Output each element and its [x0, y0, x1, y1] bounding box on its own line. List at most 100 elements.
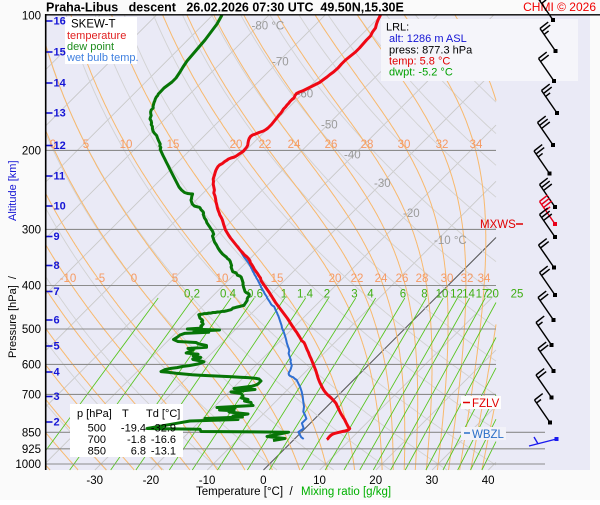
svg-text:5: 5 [83, 139, 89, 151]
svg-text:30: 30 [398, 139, 411, 151]
svg-text:-19.4: -19.4 [121, 423, 146, 435]
svg-text:-10 °C: -10 °C [434, 235, 467, 247]
svg-text:0.6: 0.6 [247, 289, 263, 301]
svg-text:-40: -40 [344, 150, 361, 162]
svg-text:12: 12 [450, 289, 463, 301]
svg-text:-10: -10 [199, 475, 216, 487]
svg-text:-32.9: -32.9 [151, 423, 176, 435]
svg-text:16: 16 [54, 16, 66, 28]
svg-text:15: 15 [54, 47, 66, 59]
svg-text:22: 22 [259, 139, 272, 151]
svg-text:40: 40 [482, 475, 495, 487]
svg-text:-16.6: -16.6 [151, 434, 176, 446]
svg-text:Altitude [km]: Altitude [km] [7, 160, 19, 221]
svg-text:20: 20 [329, 273, 342, 285]
svg-text:34: 34 [470, 139, 483, 151]
svg-text:20: 20 [486, 289, 499, 301]
svg-text:-5: -5 [95, 273, 105, 285]
svg-text:10: 10 [436, 289, 449, 301]
svg-text:dwpt: -5.2 °C: dwpt: -5.2 °C [386, 67, 453, 79]
svg-text:press: 877.3 hPa: press: 877.3 hPa [386, 45, 473, 57]
svg-text:SKEW-T: SKEW-T [71, 19, 116, 31]
svg-text:17: 17 [476, 289, 489, 301]
svg-text:200: 200 [22, 145, 41, 157]
svg-text:wet bulb temp.: wet bulb temp. [66, 52, 139, 64]
svg-text:30: 30 [441, 273, 454, 285]
svg-text:34: 34 [478, 273, 491, 285]
svg-text:2: 2 [324, 289, 330, 301]
svg-text:14: 14 [462, 289, 475, 301]
svg-text:22: 22 [351, 273, 364, 285]
svg-text:T: T [122, 408, 129, 420]
svg-text:25: 25 [511, 289, 524, 301]
svg-text:p [hPa]: p [hPa] [77, 408, 112, 420]
svg-text:6: 6 [400, 289, 406, 301]
svg-text:-1.8: -1.8 [127, 434, 146, 446]
svg-text:400: 400 [22, 281, 41, 293]
svg-text:10: 10 [216, 273, 229, 285]
svg-text:28: 28 [416, 273, 429, 285]
svg-text:15: 15 [167, 139, 180, 151]
svg-text:-20: -20 [403, 208, 420, 220]
svg-text:LRL:: LRL: [386, 22, 409, 34]
svg-text:10: 10 [54, 201, 66, 213]
svg-text:0: 0 [50, 139, 56, 151]
svg-text:700: 700 [22, 389, 41, 401]
svg-text:Td [°C]: Td [°C] [146, 408, 180, 420]
svg-text:10: 10 [313, 475, 326, 487]
svg-text:4: 4 [54, 367, 61, 379]
svg-text:8: 8 [54, 260, 60, 272]
svg-text:26: 26 [396, 273, 409, 285]
svg-text:-30: -30 [374, 178, 391, 190]
svg-text:-13.1: -13.1 [151, 446, 176, 458]
svg-text:-20: -20 [143, 475, 160, 487]
svg-text:FZLV: FZLV [472, 398, 500, 410]
svg-text:500: 500 [88, 423, 106, 435]
svg-text:10: 10 [120, 139, 133, 151]
svg-text:11: 11 [54, 171, 66, 183]
svg-text:temp: 5.8 °C: temp: 5.8 °C [386, 56, 450, 68]
svg-text:0.4: 0.4 [220, 289, 237, 301]
svg-text:1: 1 [281, 289, 287, 301]
svg-text:9: 9 [54, 231, 60, 243]
svg-text:1000: 1000 [15, 459, 41, 471]
svg-text:-30: -30 [86, 475, 103, 487]
svg-text:925: 925 [22, 444, 41, 456]
svg-text:5: 5 [172, 273, 178, 285]
svg-text:WBZL: WBZL [472, 429, 505, 441]
svg-text:2: 2 [54, 417, 60, 429]
svg-text:-80 °C: -80 °C [252, 21, 285, 33]
svg-text:-50: -50 [321, 120, 338, 132]
svg-text:Pressure [hPa] /: Pressure [hPa] / [7, 275, 19, 358]
svg-text:7: 7 [54, 286, 60, 298]
svg-text:20: 20 [230, 139, 243, 151]
svg-text:-10: -10 [60, 273, 77, 285]
svg-text:CHMI © 2026: CHMI © 2026 [523, 0, 596, 14]
svg-text:24: 24 [288, 139, 301, 151]
svg-text:300: 300 [22, 224, 41, 236]
svg-text:Praha-Libus descent 26.02.: Praha-Libus descent 26.02.2026 07:30 UTC… [46, 1, 404, 15]
svg-text:500: 500 [22, 324, 41, 336]
svg-text:12: 12 [54, 140, 66, 152]
svg-text:0.2: 0.2 [184, 289, 200, 301]
svg-text:100: 100 [22, 10, 41, 22]
svg-text:32: 32 [436, 139, 449, 151]
svg-text:MXWS: MXWS [480, 219, 516, 231]
svg-text:alt: 1286 m ASL: alt: 1286 m ASL [386, 33, 467, 45]
svg-text:850: 850 [88, 446, 106, 458]
svg-text:13: 13 [54, 108, 66, 120]
svg-text:8: 8 [421, 289, 427, 301]
svg-text:0: 0 [260, 475, 266, 487]
svg-text:32: 32 [461, 273, 474, 285]
svg-text:Temperature [°C] /: Temperature [°C] / [196, 486, 293, 498]
svg-text:20: 20 [369, 475, 382, 487]
svg-text:dew point: dew point [67, 41, 114, 53]
svg-text:5: 5 [54, 341, 60, 353]
svg-text:4: 4 [367, 289, 374, 301]
svg-text:30: 30 [426, 475, 439, 487]
svg-text:6.8: 6.8 [131, 446, 146, 458]
svg-text:28: 28 [361, 139, 374, 151]
svg-text:15: 15 [271, 273, 284, 285]
svg-text:600: 600 [22, 359, 41, 371]
svg-text:3: 3 [54, 391, 60, 403]
